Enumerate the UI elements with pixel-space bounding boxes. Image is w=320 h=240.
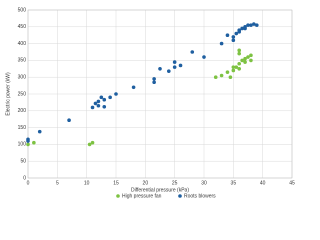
y-tick-label: 350	[18, 58, 27, 64]
point	[167, 69, 171, 73]
point	[219, 73, 224, 78]
point	[231, 35, 236, 39]
plot-frame	[27, 9, 293, 179]
x-tick-label: 40	[260, 180, 266, 186]
point	[246, 23, 250, 27]
point	[190, 50, 195, 54]
point	[158, 67, 162, 71]
point	[152, 77, 156, 81]
x-tick-label: 35	[231, 180, 237, 186]
point	[231, 65, 236, 69]
point	[93, 101, 98, 106]
legend-marker	[178, 194, 182, 198]
x-tick-label: 45	[289, 180, 295, 186]
point	[172, 65, 177, 69]
point	[243, 26, 247, 31]
point	[225, 70, 230, 74]
point	[114, 92, 118, 96]
point	[237, 48, 241, 53]
point	[26, 139, 30, 143]
point	[37, 129, 42, 134]
point	[102, 97, 107, 102]
point	[102, 104, 107, 109]
y-tick-label: 50	[20, 159, 26, 165]
point	[108, 95, 112, 100]
point	[219, 41, 224, 46]
point	[32, 140, 36, 145]
point	[228, 75, 233, 79]
legend-marker	[116, 194, 120, 198]
point	[243, 60, 247, 64]
point	[213, 75, 218, 79]
y-tick-label: 0	[23, 175, 26, 181]
point	[254, 23, 259, 27]
point	[234, 65, 239, 69]
x-tick-label: 15	[113, 180, 119, 186]
point	[90, 140, 95, 145]
legend-label: Roots blowers	[184, 193, 216, 199]
point	[131, 85, 136, 90]
y-axis-label: Electric power (kW)	[5, 72, 11, 116]
point	[240, 26, 244, 31]
point	[243, 56, 247, 61]
point	[246, 55, 250, 59]
point	[152, 80, 156, 85]
point	[252, 22, 256, 26]
x-tick-label: 5	[56, 180, 59, 186]
point	[240, 58, 244, 63]
point	[249, 53, 253, 58]
x-axis-label: Differential pressure (kPa)	[131, 187, 189, 193]
y-tick-label: 100	[18, 142, 27, 148]
point	[237, 51, 241, 56]
x-tick-label: 10	[84, 180, 90, 186]
y-tick-label: 150	[18, 125, 27, 131]
point	[231, 68, 236, 73]
chart: Electric power (kW) Differential pressur…	[5, 7, 295, 199]
legend-label: High pressure fan	[122, 193, 162, 199]
point	[234, 31, 239, 36]
y-tick-label: 400	[18, 41, 27, 47]
y-tick-label: 500	[18, 7, 27, 13]
x-tick-label: 25	[172, 180, 178, 186]
point	[96, 103, 101, 108]
y-tick-label: 450	[18, 24, 27, 30]
point	[90, 105, 95, 110]
x-tick-label: 30	[201, 180, 207, 186]
x-tick-label: 0	[27, 180, 30, 186]
point	[67, 118, 71, 123]
point	[96, 99, 101, 104]
point	[225, 33, 230, 37]
point	[231, 38, 236, 43]
point	[249, 23, 253, 27]
point	[26, 142, 30, 147]
y-tick-label: 300	[18, 75, 27, 81]
point	[249, 58, 253, 63]
point	[178, 63, 183, 68]
point	[202, 55, 206, 59]
point	[87, 142, 92, 147]
point	[237, 67, 241, 71]
y-tick-label: 250	[18, 91, 27, 97]
point	[237, 61, 241, 66]
point	[172, 60, 177, 64]
x-tick-label: 20	[143, 180, 149, 186]
point	[99, 95, 104, 100]
y-tick-label: 200	[18, 108, 27, 114]
point	[237, 30, 241, 34]
